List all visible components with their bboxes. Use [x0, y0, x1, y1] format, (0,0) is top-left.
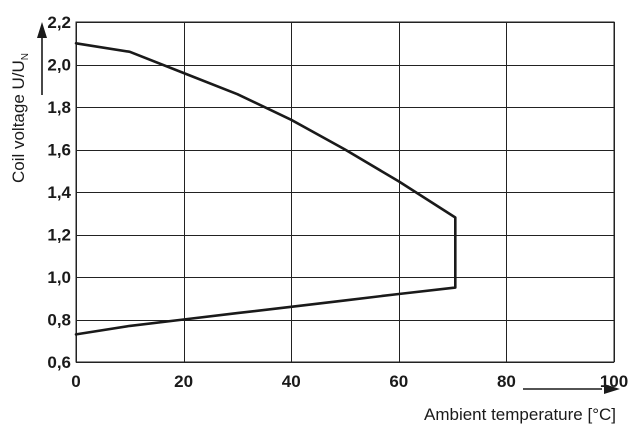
y-tick-label: 1,8	[47, 98, 71, 117]
x-tick-label: 0	[71, 372, 80, 391]
y-tick-label: 1,2	[47, 226, 71, 245]
y-tick-label: 1,4	[47, 183, 71, 202]
x-tick-label: 20	[174, 372, 193, 391]
y-axis-arrow-head	[37, 22, 47, 38]
x-tick-label: 60	[389, 372, 408, 391]
y-axis-title-main: Coil voltage U/U	[9, 60, 28, 183]
x-axis-title: Ambient temperature [°C]	[424, 405, 616, 424]
y-axis-title-subscript: N	[20, 53, 31, 60]
y-tick-label: 1,0	[47, 268, 71, 287]
grid	[75, 21, 615, 363]
y-tick-label: 0,6	[47, 353, 71, 372]
plot-frame	[75, 21, 615, 363]
series-line	[74, 42, 457, 336]
y-axis-title: Coil voltage U/UN	[9, 53, 31, 183]
plot-area	[74, 42, 457, 336]
y-tick-label: 0,8	[47, 311, 71, 330]
x-axis-arrow-head	[604, 384, 620, 394]
y-tick-label: 1,6	[47, 141, 71, 160]
y-tick-label: 2,2	[47, 13, 71, 32]
x-tick-label: 80	[497, 372, 516, 391]
x-tick-label: 40	[282, 372, 301, 391]
y-tick-label: 2,0	[47, 56, 71, 75]
